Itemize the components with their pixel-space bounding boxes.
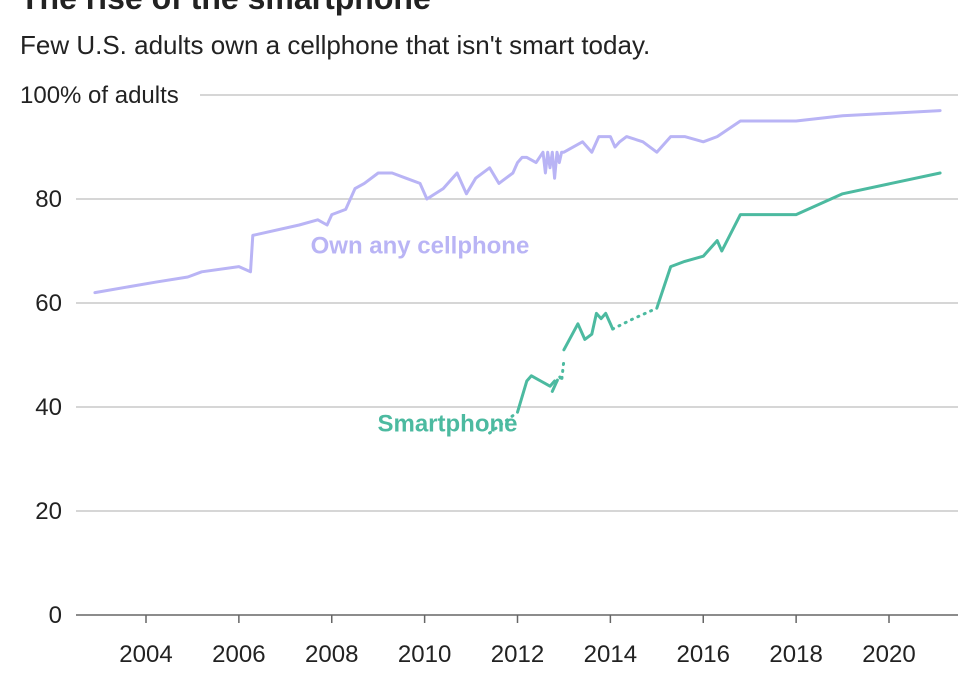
y-tick-label: 40: [35, 394, 62, 421]
x-tick-label: 2004: [119, 641, 172, 668]
x-axis-ticks: 2004 2006 2008 2010 2012 2014 2016 2018 2020: [119, 615, 916, 668]
y-tick-label: 0: [49, 602, 62, 629]
own-any-cellphone-label: Own any cellphone: [311, 233, 530, 260]
smartphone-label: Smartphone: [377, 410, 517, 437]
x-tick-label: 2010: [398, 641, 451, 668]
chart-title: The rise of the smartphone: [20, 0, 431, 17]
x-tick-label: 2020: [862, 641, 915, 668]
smartphone-line-segment: [488, 410, 519, 435]
y-tick-label: 80: [35, 186, 62, 213]
x-tick-label: 2018: [769, 641, 822, 668]
y-tick-label: 100% of adults: [20, 82, 179, 109]
own-any-cellphone-line: [93, 109, 942, 295]
x-tick-label: 2006: [212, 641, 265, 668]
x-tick-label: 2012: [491, 641, 544, 668]
smartphone-line-segment: [655, 171, 942, 310]
smartphone-line-segment: [550, 379, 559, 393]
series-lines: [93, 109, 942, 435]
y-tick-label: 60: [35, 290, 62, 317]
y-tick-label: 20: [35, 498, 62, 525]
smartphone-line-segment: [516, 374, 557, 414]
gridlines: [76, 94, 958, 616]
smartphone-line-segment: [562, 311, 615, 352]
x-tick-label: 2016: [677, 641, 730, 668]
x-tick-label: 2008: [305, 641, 358, 668]
series-labels: Own any cellphone Smartphone: [311, 233, 530, 438]
smartphone-line-segment: [611, 306, 659, 331]
smartphone-line-segment: [555, 358, 566, 383]
x-tick-label: 2014: [584, 641, 637, 668]
y-axis-ticks: 0 20 40 60 80 100% of adults: [20, 82, 179, 629]
chart-subtitle: Few U.S. adults own a cellphone that isn…: [20, 30, 651, 60]
